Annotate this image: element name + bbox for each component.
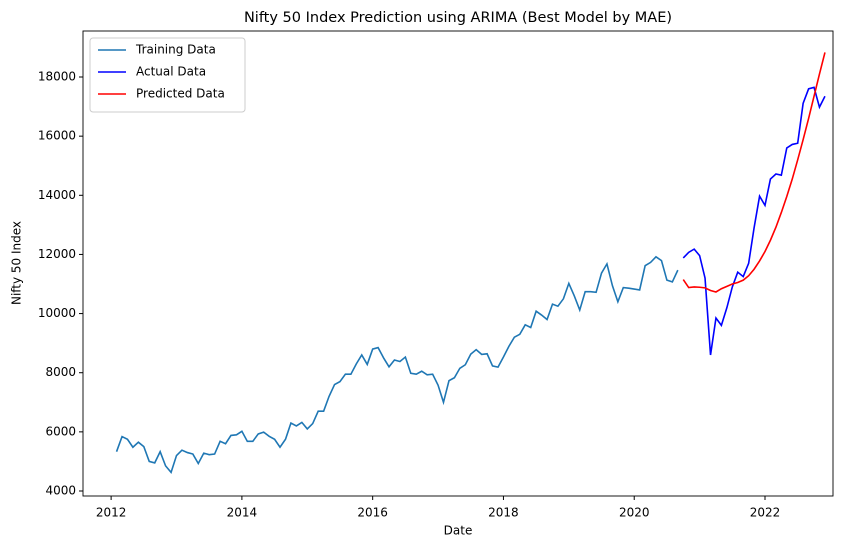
y-axis-label: Nifty 50 Index — [10, 221, 24, 305]
x-tick-label: 2012 — [96, 506, 127, 520]
y-tick-label: 18000 — [38, 70, 76, 84]
legend-label: Actual Data — [136, 65, 206, 79]
x-tick-label: 2016 — [357, 506, 388, 520]
y-tick-label: 14000 — [38, 188, 76, 202]
x-tick-label: 2018 — [488, 506, 519, 520]
x-axis-label: Date — [444, 524, 473, 538]
x-tick-label: 2022 — [750, 506, 781, 520]
x-tick-label: 2020 — [619, 506, 650, 520]
y-tick-label: 4000 — [45, 484, 76, 498]
plot-frame — [82, 30, 834, 497]
chart-title: Nifty 50 Index Prediction using ARIMA (B… — [244, 10, 672, 26]
series-line — [115, 255, 679, 474]
legend-label: Training Data — [135, 43, 216, 57]
y-tick-label: 12000 — [38, 247, 76, 261]
y-tick-label: 6000 — [45, 424, 76, 438]
legend-box — [89, 37, 246, 113]
series-line — [682, 86, 826, 356]
y-tick-label: 10000 — [38, 306, 76, 320]
legend-label: Predicted Data — [136, 87, 225, 101]
x-tick-label: 2014 — [227, 506, 258, 520]
y-tick-label: 16000 — [38, 129, 76, 143]
series-line — [682, 52, 826, 293]
y-tick-label: 8000 — [45, 365, 76, 379]
